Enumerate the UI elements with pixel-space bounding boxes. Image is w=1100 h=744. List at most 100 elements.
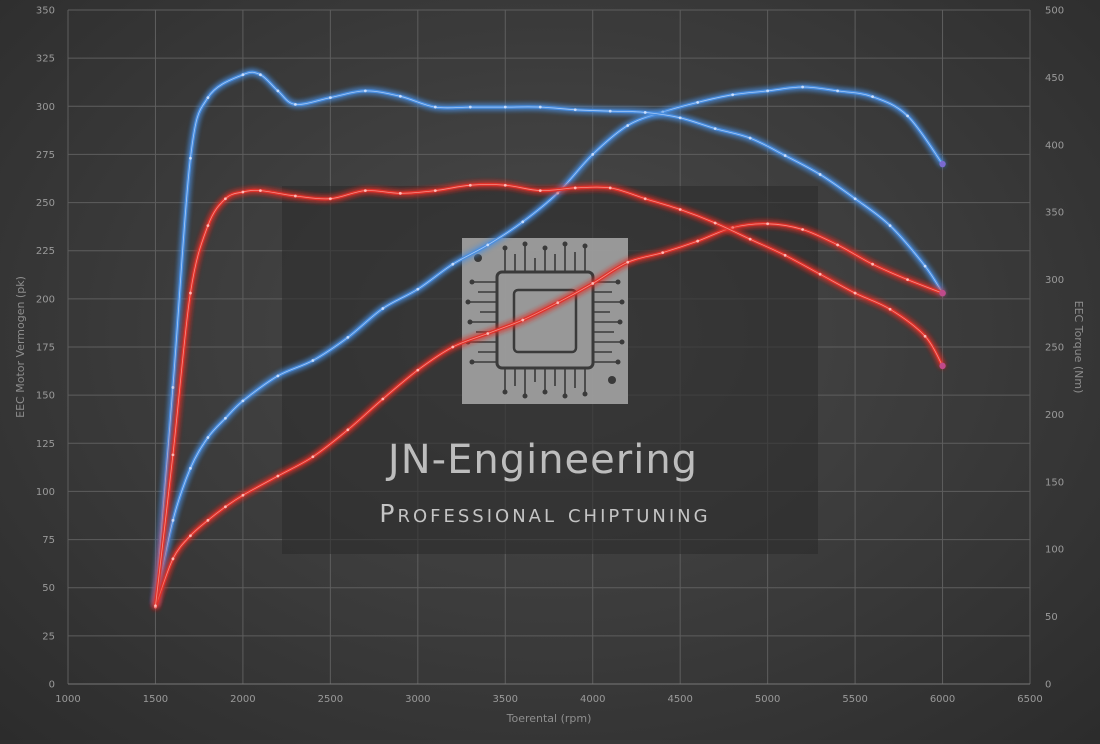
data-point xyxy=(206,518,210,522)
y-left-tick-label: 350 xyxy=(36,6,55,17)
data-point xyxy=(451,262,455,266)
data-point xyxy=(224,416,227,420)
data-point xyxy=(206,436,210,439)
data-point xyxy=(486,243,490,247)
data-point xyxy=(538,105,542,109)
data-point xyxy=(416,368,420,372)
x-axis-title: Toerental (rpm) xyxy=(506,712,592,725)
data-point xyxy=(363,89,367,93)
data-point xyxy=(206,96,210,100)
data-point xyxy=(836,89,839,93)
data-point xyxy=(608,186,612,190)
data-point xyxy=(923,264,927,268)
data-point xyxy=(451,345,455,349)
data-point xyxy=(923,334,927,338)
x-tick-label: 3000 xyxy=(405,694,430,705)
y-right-tick-label: 200 xyxy=(1045,410,1064,421)
data-point xyxy=(521,220,525,224)
data-point xyxy=(311,455,315,459)
data-point xyxy=(503,105,507,109)
data-point xyxy=(276,374,280,378)
watermark-title: JN-Engineering xyxy=(385,437,698,483)
x-tick-label: 1500 xyxy=(143,694,168,705)
x-tick-label: 6500 xyxy=(1017,694,1042,705)
data-point xyxy=(276,89,280,93)
data-point xyxy=(871,262,874,266)
data-point xyxy=(363,189,367,193)
y-right-tick-labels: 0 50 100 150 200 250 300 350 400 450 500 xyxy=(1045,6,1064,691)
data-point xyxy=(626,260,630,264)
data-point xyxy=(189,291,192,295)
data-point xyxy=(538,189,542,193)
x-tick-label: 3500 xyxy=(493,694,518,705)
data-point xyxy=(241,399,245,403)
y-right-tick-label: 350 xyxy=(1045,208,1064,219)
data-point xyxy=(801,228,805,231)
data-point xyxy=(328,96,332,100)
y-left-tick-label: 75 xyxy=(42,535,55,546)
data-point xyxy=(154,604,157,608)
y-left-tick-label: 300 xyxy=(36,102,55,113)
data-point xyxy=(241,493,245,497)
data-point xyxy=(328,197,332,201)
data-point xyxy=(171,557,175,561)
end-marker xyxy=(939,289,946,297)
x-tick-label: 6000 xyxy=(930,694,955,705)
data-point xyxy=(206,224,210,228)
data-point xyxy=(293,102,297,106)
data-point xyxy=(189,534,192,538)
data-point xyxy=(241,190,245,194)
data-point xyxy=(381,397,385,401)
x-tick-label: 2000 xyxy=(230,694,255,705)
data-point xyxy=(853,291,857,295)
series-4 xyxy=(153,182,946,608)
y-right-tick-label: 450 xyxy=(1045,73,1064,84)
data-point xyxy=(573,186,577,190)
data-point xyxy=(171,453,175,457)
series-3 xyxy=(153,222,946,609)
x-tick-label: 4500 xyxy=(667,694,692,705)
x-tick-label: 4000 xyxy=(580,694,605,705)
data-point xyxy=(293,194,297,198)
data-point xyxy=(731,226,735,230)
end-marker xyxy=(939,362,946,370)
data-point xyxy=(573,108,577,112)
data-point xyxy=(713,127,717,131)
data-point xyxy=(608,109,612,113)
y-right-tick-label: 250 xyxy=(1045,343,1064,354)
series-1 xyxy=(153,85,946,605)
x-tick-label: 5500 xyxy=(842,694,867,705)
y-left-tick-label: 325 xyxy=(36,54,55,65)
data-point xyxy=(398,94,402,98)
x-tick-label: 2500 xyxy=(318,694,343,705)
x-tick-label: 5000 xyxy=(755,694,780,705)
y-right-tick-label: 400 xyxy=(1045,140,1064,151)
y-left-tick-label: 225 xyxy=(36,246,55,257)
y-right-tick-label: 50 xyxy=(1045,612,1058,623)
data-point xyxy=(276,474,280,478)
y-right-tick-label: 500 xyxy=(1045,6,1064,17)
data-point xyxy=(626,124,630,127)
data-point xyxy=(643,197,647,201)
data-point xyxy=(766,222,770,226)
y-left-tick-label: 175 xyxy=(36,343,55,354)
data-point xyxy=(906,114,909,118)
data-point xyxy=(836,243,839,247)
data-point xyxy=(591,282,595,285)
data-point xyxy=(661,110,665,114)
y-left-tick-label: 200 xyxy=(36,294,55,305)
y-left-tick-label: 100 xyxy=(36,487,55,498)
series-highlight xyxy=(155,184,943,606)
y-left-tick-label: 275 xyxy=(36,150,55,161)
data-point xyxy=(871,95,874,99)
data-point xyxy=(696,101,700,104)
y-left-tick-labels: 0 25 50 75 100 125 150 175 200 225 250 275 300 325 350 xyxy=(36,6,55,691)
y-left-tick-label: 125 xyxy=(36,439,55,450)
data-point xyxy=(171,518,175,522)
data-point xyxy=(766,89,770,93)
data-point xyxy=(801,85,805,89)
data-point xyxy=(818,272,822,276)
series-highlight xyxy=(155,223,943,608)
data-point xyxy=(346,335,350,339)
data-point xyxy=(468,105,472,109)
